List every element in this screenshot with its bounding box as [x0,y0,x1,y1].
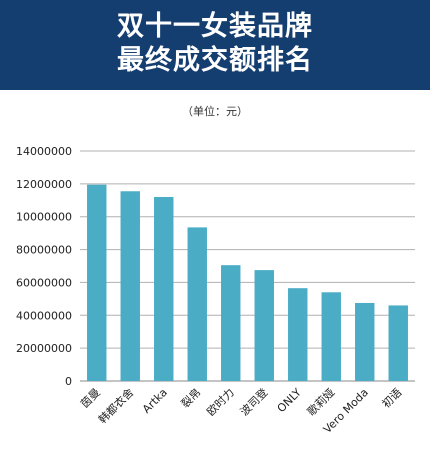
bar [321,292,341,381]
bar [87,184,107,381]
x-tick-label: ONLY [275,386,304,415]
y-tick-label: 0 [65,375,72,388]
y-tick-label: 12000000 [16,178,72,191]
y-tick-label: 20000000 [16,342,72,355]
y-tick-label: 80000000 [16,244,72,257]
y-tick-label: 60000000 [16,276,72,289]
x-tick-label: Artka [140,386,170,416]
bar [221,265,241,381]
x-tick-label: 波司登 [237,385,270,418]
y-tick-label: 10000000 [16,211,72,224]
title-banner: 双十一女装品牌 最终成交额排名 [0,0,430,90]
bar [154,197,174,381]
x-tick-label: 歌莉娅 [304,385,337,418]
title-line-1: 双十一女装品牌 [117,11,313,42]
bar [120,191,140,381]
bar [187,227,207,381]
bar [254,270,274,381]
title-line-2: 最终成交额排名 [117,45,313,76]
y-tick-label: 14000000 [16,145,72,158]
y-tick-label: 40000000 [16,309,72,322]
bar [288,288,308,381]
x-tick-label: 茵曼 [78,386,103,411]
bar [388,305,408,381]
x-tick-label: 裂帛 [178,385,203,410]
bar [355,302,375,381]
x-tick-label: 初语 [379,385,404,410]
x-tick-label: 韩都衣舍 [95,385,136,426]
unit-label: （单位：元） [182,105,248,118]
x-tick-label: 欧时力 [204,386,237,419]
